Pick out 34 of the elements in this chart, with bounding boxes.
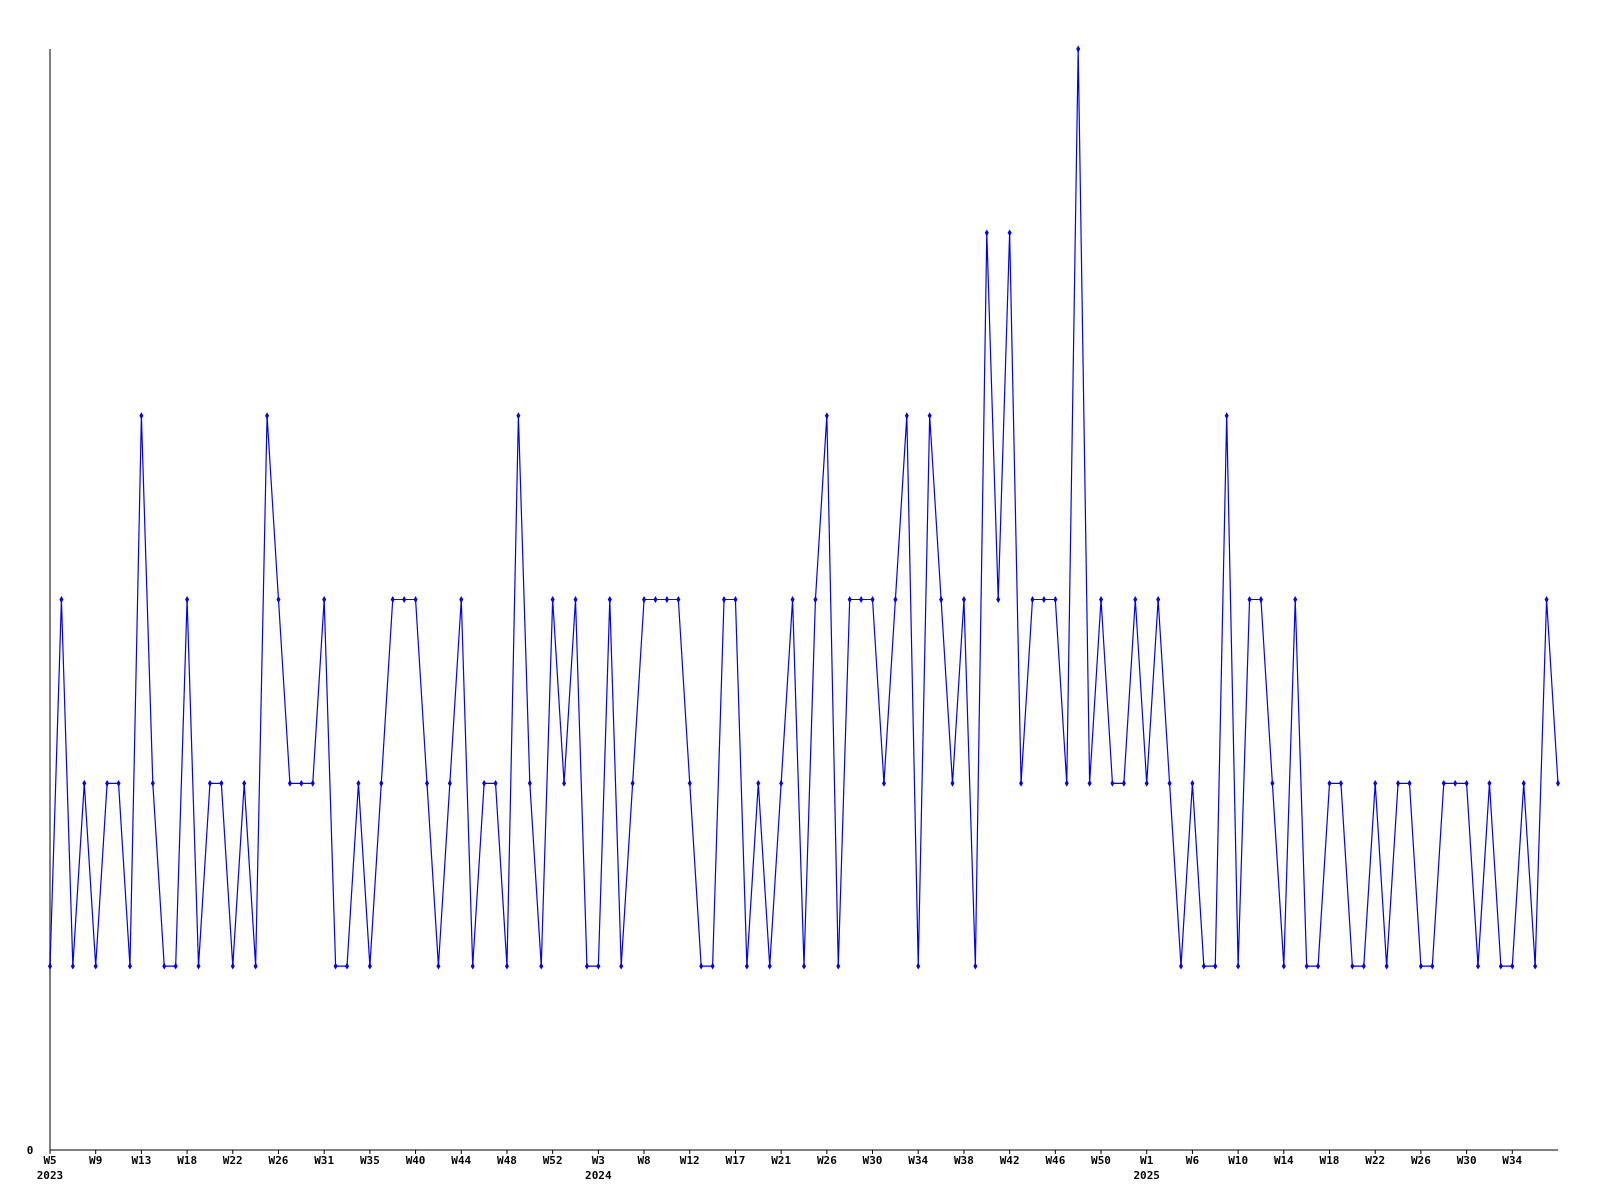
x-tick-label: W17 [725, 1154, 746, 1167]
x-tick-label: W26 [816, 1154, 838, 1167]
x-tick-label: W22 [222, 1154, 243, 1167]
x-tick-label: W42 [999, 1154, 1020, 1167]
text: 0 [26, 1144, 34, 1157]
x-tick-label: W31 [314, 1154, 335, 1167]
x-tick-label: W34 [1502, 1154, 1523, 1167]
x-tick-label: W44 [451, 1154, 472, 1167]
x-tick-label: W12 [679, 1154, 700, 1167]
x-tick-label: W50 [1091, 1154, 1111, 1167]
x-tick-label: W10 [1228, 1154, 1249, 1167]
x-tick-label: W38 [954, 1154, 974, 1167]
x-tick-label: W52 [542, 1154, 563, 1167]
x-tick-label: W40 [405, 1154, 426, 1167]
x-tick-label: W34 [908, 1154, 929, 1167]
x-tick-label: W13 [131, 1154, 152, 1167]
x-tick-label: W26 [1410, 1154, 1432, 1167]
x-tick-label: W30 [1456, 1154, 1477, 1167]
x-tick-label: W3 2024 [585, 1154, 612, 1182]
x-tick-label: W26 [268, 1154, 289, 1167]
x-tick-label: W48 [497, 1154, 517, 1167]
x-tick-label: W46 [1045, 1154, 1066, 1167]
x-tick-label: W8 [637, 1154, 651, 1167]
x-tick-label: W22 [1365, 1154, 1386, 1167]
x-tick-label: W21 [771, 1154, 792, 1167]
x-tick-label: W18 [1319, 1154, 1340, 1167]
x-tick-label: W9 [89, 1154, 103, 1167]
x-tick-label: W18 [177, 1154, 198, 1167]
x-tick-label: W6 [1185, 1154, 1200, 1167]
x-tick-label: W35 [359, 1154, 380, 1167]
x-tick-label: W30 [862, 1154, 883, 1167]
x-tick-label: W14 [1273, 1154, 1295, 1167]
x-tick-label: W1 2025 [1133, 1154, 1160, 1182]
x-tick-label: W5 2023 [36, 1154, 64, 1182]
